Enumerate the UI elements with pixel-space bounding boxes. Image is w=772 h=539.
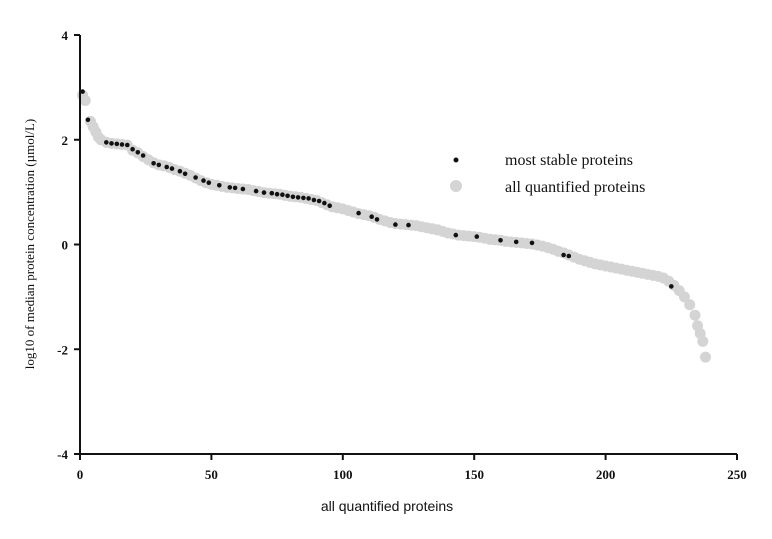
- data-point-most-stable: [169, 166, 175, 171]
- data-point-most-stable: [316, 198, 322, 204]
- data-point-all-quantified: [79, 95, 91, 106]
- data-point-most-stable: [513, 239, 519, 245]
- legend-marker-all-quantified: [450, 180, 462, 192]
- x-tick-label: 0: [77, 467, 84, 482]
- legend-label-all-quantified: all quantified proteins: [505, 179, 645, 196]
- legend-label-most-stable: most stable proteins: [505, 152, 633, 169]
- data-point-most-stable: [80, 89, 85, 94]
- data-point-most-stable: [261, 190, 267, 195]
- data-point-most-stable: [206, 180, 212, 185]
- data-point-most-stable: [269, 190, 275, 196]
- data-point-most-stable: [311, 197, 317, 203]
- data-point-most-stable: [130, 146, 135, 152]
- y-tick-label: 0: [62, 238, 69, 253]
- data-point-all-quantified: [700, 351, 711, 363]
- data-point-most-stable: [393, 222, 398, 227]
- ticks-layer: 0 50 100 150 200 250 4 2 0 -2 -4: [57, 28, 747, 482]
- data-point-most-stable: [669, 284, 674, 289]
- x-tick-label: 100: [333, 467, 353, 482]
- x-tick-label: 150: [464, 467, 484, 482]
- data-point-most-stable: [327, 203, 333, 208]
- data-point-most-stable: [151, 161, 156, 166]
- data-point-most-stable: [369, 214, 375, 219]
- data-point-most-stable: [498, 238, 503, 243]
- legend-marker-most-stable: [453, 157, 459, 163]
- data-point-most-stable: [104, 140, 109, 145]
- y-tick-label: 4: [62, 28, 69, 43]
- data-point-most-stable: [529, 240, 535, 246]
- x-tick-label: 200: [596, 467, 616, 482]
- data-point-most-stable: [274, 191, 280, 197]
- data-point-most-stable: [406, 222, 411, 228]
- data-point-most-stable: [109, 141, 114, 146]
- data-point-most-stable: [217, 183, 222, 188]
- data-point-most-stable: [280, 192, 285, 197]
- data-point-most-stable: [561, 252, 566, 258]
- y-tick-label: -2: [57, 342, 68, 357]
- data-point-most-stable: [125, 142, 130, 148]
- legend: most stable proteins all quantified prot…: [450, 152, 645, 196]
- data-point-most-stable: [295, 195, 301, 200]
- data-point-most-stable: [253, 188, 259, 194]
- data-point-most-stable: [566, 253, 572, 259]
- data-point-most-stable: [240, 186, 246, 192]
- x-tick-label: 250: [727, 467, 747, 482]
- data-point-most-stable: [85, 117, 91, 123]
- data-point-most-stable: [232, 185, 238, 191]
- data-point-most-stable: [285, 193, 290, 199]
- data-point-most-stable: [306, 196, 311, 201]
- series-most-stable: [80, 89, 674, 289]
- data-point-most-stable: [374, 217, 380, 222]
- data-point-most-stable: [182, 171, 188, 177]
- data-point-most-stable: [114, 141, 120, 147]
- data-point-most-stable: [227, 185, 233, 190]
- data-point-most-stable: [301, 195, 306, 201]
- data-point-all-quantified: [678, 291, 690, 303]
- data-point-most-stable: [322, 200, 327, 206]
- data-point-most-stable: [356, 210, 361, 216]
- points-layer: [77, 89, 711, 363]
- data-point-most-stable: [474, 234, 480, 239]
- data-point-most-stable: [119, 142, 125, 147]
- data-point-all-quantified: [697, 335, 709, 347]
- x-tick-label: 50: [205, 467, 218, 482]
- data-point-most-stable: [140, 153, 146, 158]
- data-point-all-quantified: [689, 309, 701, 321]
- data-point-most-stable: [453, 232, 459, 238]
- data-point-most-stable: [135, 150, 141, 155]
- y-tick-label: -4: [57, 447, 68, 462]
- x-axis-label: all quantified proteins: [321, 498, 453, 514]
- data-point-most-stable: [177, 168, 183, 174]
- data-point-most-stable: [164, 164, 169, 170]
- y-axis-label: log10 of median protein concentration (µ…: [22, 119, 37, 369]
- data-point-all-quantified: [684, 299, 696, 311]
- y-tick-label: 2: [62, 133, 69, 148]
- data-point-most-stable: [201, 178, 206, 183]
- data-point-most-stable: [290, 194, 296, 200]
- data-point-most-stable: [193, 175, 198, 180]
- data-point-most-stable: [156, 162, 162, 168]
